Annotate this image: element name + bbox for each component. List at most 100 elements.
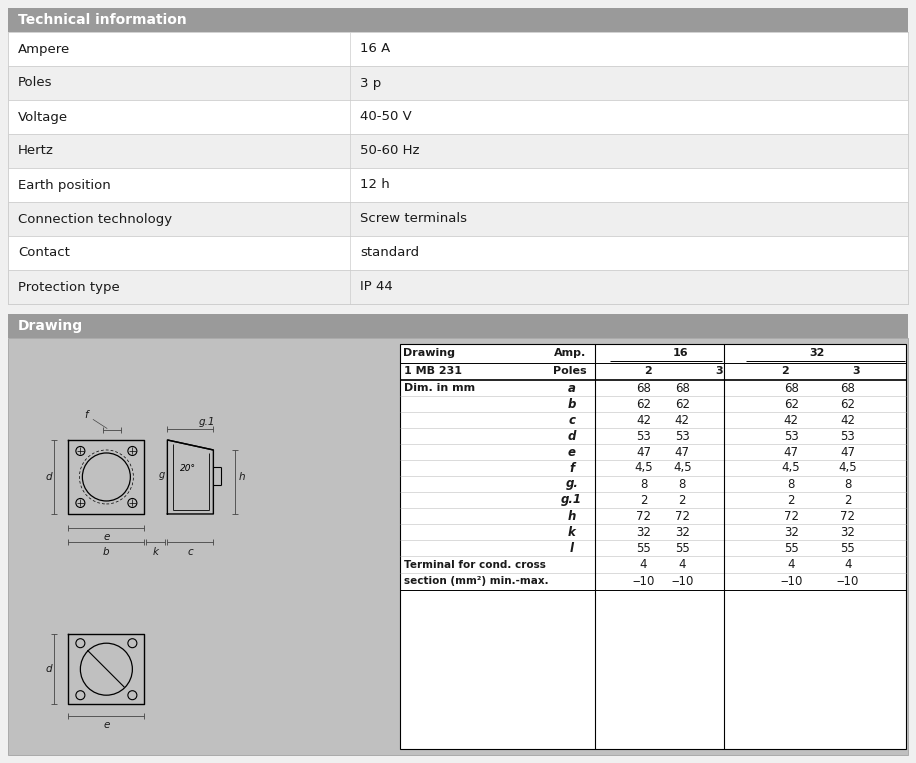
Bar — [8, 202, 908, 236]
Text: 68: 68 — [840, 382, 856, 394]
Text: g.: g. — [565, 478, 578, 491]
Text: Dim. in mm: Dim. in mm — [404, 383, 474, 393]
Text: e: e — [568, 446, 576, 459]
Text: 68: 68 — [636, 382, 651, 394]
Text: 12 h: 12 h — [360, 179, 389, 192]
Text: 72: 72 — [840, 510, 856, 523]
Text: 1 MB 231: 1 MB 231 — [404, 366, 462, 376]
Text: Contact: Contact — [18, 246, 70, 259]
Text: 62: 62 — [783, 398, 799, 410]
Text: 2: 2 — [781, 366, 789, 376]
Text: c: c — [188, 547, 193, 557]
Text: 42: 42 — [840, 414, 856, 427]
Text: 3: 3 — [852, 366, 859, 376]
Text: g.1: g.1 — [199, 417, 215, 427]
Text: d: d — [46, 665, 52, 674]
Text: h: h — [238, 472, 245, 482]
Text: Earth position: Earth position — [18, 179, 111, 192]
Bar — [8, 8, 908, 32]
Text: 8: 8 — [679, 478, 686, 491]
Text: 16: 16 — [672, 349, 689, 359]
Text: Screw terminals: Screw terminals — [360, 213, 467, 226]
Text: 4: 4 — [844, 558, 851, 571]
Text: e: e — [104, 532, 110, 542]
Text: 55: 55 — [675, 542, 690, 555]
Text: b: b — [104, 547, 110, 557]
Text: 68: 68 — [784, 382, 799, 394]
Text: f: f — [84, 410, 107, 429]
Text: l: l — [570, 542, 573, 555]
Bar — [8, 32, 908, 66]
Text: 32: 32 — [784, 526, 799, 539]
Text: 32: 32 — [636, 526, 651, 539]
Text: ‒10: ‒10 — [632, 575, 655, 588]
Text: 72: 72 — [783, 510, 799, 523]
Text: g.1: g.1 — [562, 494, 583, 507]
Text: a: a — [568, 382, 575, 394]
Text: 2: 2 — [640, 494, 648, 507]
Text: 20°: 20° — [180, 465, 196, 474]
Text: 47: 47 — [840, 446, 856, 459]
Text: 42: 42 — [636, 414, 651, 427]
Text: 4,5: 4,5 — [782, 462, 801, 475]
Text: 53: 53 — [675, 430, 690, 443]
Text: ‒10: ‒10 — [671, 575, 693, 588]
Text: 53: 53 — [784, 430, 799, 443]
Text: 2: 2 — [844, 494, 851, 507]
Text: Drawing: Drawing — [18, 319, 83, 333]
Text: Hertz: Hertz — [18, 144, 54, 157]
Bar — [8, 338, 908, 755]
Text: 4,5: 4,5 — [838, 462, 857, 475]
Text: section (mm²) min.-max.: section (mm²) min.-max. — [404, 577, 548, 587]
Text: 4: 4 — [788, 558, 795, 571]
Text: d: d — [46, 472, 52, 482]
Text: 55: 55 — [840, 542, 855, 555]
Text: 72: 72 — [636, 510, 651, 523]
Text: 8: 8 — [788, 478, 795, 491]
Text: ‒10: ‒10 — [780, 575, 802, 588]
Text: 68: 68 — [675, 382, 690, 394]
Text: 47: 47 — [675, 446, 690, 459]
Text: Technical information: Technical information — [18, 13, 187, 27]
Bar — [8, 32, 908, 304]
Text: 42: 42 — [675, 414, 690, 427]
Bar — [8, 314, 908, 338]
Text: 2: 2 — [679, 494, 686, 507]
Text: Protection type: Protection type — [18, 281, 120, 294]
Text: 4: 4 — [640, 558, 648, 571]
Text: Amp.: Amp. — [553, 349, 585, 359]
Text: 53: 53 — [637, 430, 651, 443]
Text: 3 p: 3 p — [360, 76, 381, 89]
Text: 4,5: 4,5 — [634, 462, 653, 475]
Text: 4: 4 — [679, 558, 686, 571]
Text: d: d — [568, 430, 576, 443]
Text: k: k — [153, 547, 158, 557]
Text: 62: 62 — [636, 398, 651, 410]
Text: Poles: Poles — [553, 366, 587, 376]
Text: Drawing: Drawing — [404, 349, 455, 359]
Bar — [8, 236, 908, 270]
Text: Voltage: Voltage — [18, 111, 68, 124]
Text: g: g — [159, 470, 166, 480]
Text: 40-50 V: 40-50 V — [360, 111, 412, 124]
Text: e: e — [104, 720, 110, 730]
Bar — [8, 168, 908, 202]
Text: 8: 8 — [844, 478, 851, 491]
Text: 50-60 Hz: 50-60 Hz — [360, 144, 420, 157]
Text: 72: 72 — [675, 510, 690, 523]
Text: 62: 62 — [675, 398, 690, 410]
Text: c: c — [568, 414, 575, 427]
Text: 47: 47 — [636, 446, 651, 459]
Text: standard: standard — [360, 246, 420, 259]
Text: Connection technology: Connection technology — [18, 213, 172, 226]
Text: Terminal for cond. cross: Terminal for cond. cross — [404, 559, 545, 569]
Text: 32: 32 — [675, 526, 690, 539]
Text: IP 44: IP 44 — [360, 281, 393, 294]
Text: 2: 2 — [644, 366, 652, 376]
Text: 32: 32 — [810, 349, 825, 359]
Bar — [8, 134, 908, 168]
Text: 47: 47 — [783, 446, 799, 459]
Text: 16 A: 16 A — [360, 43, 390, 56]
Text: 8: 8 — [640, 478, 648, 491]
Text: 53: 53 — [840, 430, 855, 443]
